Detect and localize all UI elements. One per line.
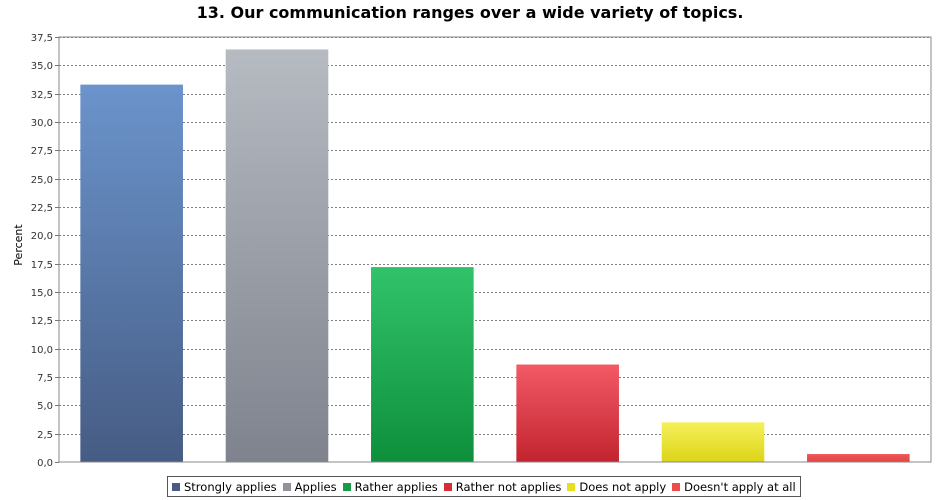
legend-label: Rather applies bbox=[354, 479, 438, 494]
y-tick-label: 2,5 bbox=[37, 430, 53, 441]
bar-0 bbox=[80, 84, 183, 462]
legend-swatch bbox=[342, 482, 351, 491]
grid-lines bbox=[59, 37, 931, 435]
y-tick-label: 22,5 bbox=[31, 203, 53, 214]
legend-label: Applies bbox=[294, 479, 337, 494]
legend-item: Applies bbox=[282, 479, 337, 494]
axes: 0,0 2,5 5,0 7,5 10,0 12,5 15,0 17,5 20,0 22,5 25,0… bbox=[31, 33, 932, 469]
y-tick-label: 10,0 bbox=[31, 345, 53, 356]
bar-4 bbox=[661, 422, 765, 462]
legend-swatch bbox=[443, 482, 452, 491]
y-tick-label: 37,5 bbox=[31, 33, 53, 44]
y-tick-label: 5,0 bbox=[37, 401, 53, 412]
y-tick-label: 15,0 bbox=[31, 288, 53, 299]
legend-label: Doesn't apply at all bbox=[684, 479, 796, 494]
y-tick-label: 35,0 bbox=[31, 61, 53, 72]
legend-item: Doesn't apply at all bbox=[672, 480, 796, 494]
y-tick-label: 7,5 bbox=[37, 373, 53, 384]
y-tick-label: 30,0 bbox=[31, 118, 53, 129]
y-tick-label: 17,5 bbox=[31, 260, 53, 271]
legend-item: Strongly applies bbox=[172, 480, 277, 494]
y-tick-label: 25,0 bbox=[31, 175, 53, 186]
legend-label: Does not apply bbox=[579, 479, 667, 494]
legend-swatch bbox=[282, 482, 291, 491]
legend-label: Strongly applies bbox=[184, 479, 277, 494]
plot-frame bbox=[58, 36, 932, 463]
bar-3 bbox=[516, 364, 619, 462]
bar-1 bbox=[225, 49, 329, 462]
legend-item: Does not apply bbox=[567, 480, 666, 494]
bar-2 bbox=[371, 267, 474, 462]
legend-item: Rather not applies bbox=[443, 479, 562, 494]
bar-5 bbox=[807, 454, 910, 462]
y-tick-label: 27,5 bbox=[31, 146, 53, 157]
chart-title: 13. Our communication ranges over a wide… bbox=[196, 3, 744, 22]
legend-swatch bbox=[567, 482, 576, 491]
y-tick-label: 12,5 bbox=[31, 316, 53, 327]
legend: Strongly applies Applies Rather applies Rat… bbox=[167, 476, 801, 497]
y-tick-label: 20,0 bbox=[31, 231, 53, 242]
legend-swatch bbox=[172, 482, 180, 491]
legend-swatch bbox=[672, 482, 681, 491]
legend-label: Rather not applies bbox=[455, 479, 562, 494]
bar-chart: 0,0 2,5 5,0 7,5 10,0 12,5 15,0 17,5 20,0 22,5 25,0… bbox=[12, 33, 932, 469]
y-axis-title: Percent bbox=[12, 224, 25, 266]
bars bbox=[80, 49, 910, 462]
y-tick-label: 0,0 bbox=[37, 458, 53, 469]
y-tick-label: 32,5 bbox=[31, 90, 53, 101]
legend-item: Rather applies bbox=[342, 479, 438, 494]
